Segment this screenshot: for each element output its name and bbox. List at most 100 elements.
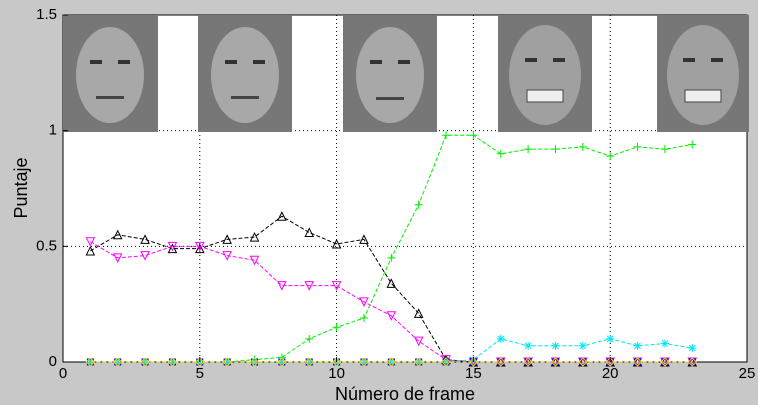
marker bbox=[167, 241, 178, 252]
marker bbox=[468, 357, 479, 367]
marker bbox=[633, 142, 642, 151]
marker bbox=[413, 336, 424, 347]
x-tick-label: 5 bbox=[196, 365, 204, 382]
y-tick-label: 0 bbox=[49, 353, 57, 370]
marker bbox=[578, 357, 588, 367]
marker bbox=[195, 357, 205, 367]
marker bbox=[413, 357, 424, 367]
marker bbox=[660, 145, 669, 154]
marker bbox=[304, 227, 315, 237]
marker bbox=[140, 234, 150, 244]
marker bbox=[688, 358, 696, 366]
marker bbox=[551, 145, 560, 154]
marker bbox=[633, 341, 642, 350]
marker bbox=[359, 357, 369, 367]
marker bbox=[359, 234, 369, 244]
face-image bbox=[63, 15, 158, 132]
marker bbox=[442, 358, 450, 366]
y-tick-label: 1 bbox=[49, 122, 57, 139]
marker bbox=[249, 255, 260, 266]
marker bbox=[223, 358, 232, 366]
marker bbox=[496, 149, 505, 158]
face-image bbox=[498, 15, 592, 132]
x-tick-label: 20 bbox=[602, 365, 619, 382]
marker bbox=[85, 237, 96, 247]
marker bbox=[359, 314, 368, 323]
marker bbox=[85, 245, 96, 256]
marker bbox=[194, 241, 205, 252]
face-images bbox=[63, 15, 749, 132]
marker bbox=[249, 357, 260, 367]
marker bbox=[496, 357, 506, 367]
marker bbox=[606, 152, 615, 161]
marker bbox=[332, 323, 341, 332]
x-tick-label: 25 bbox=[739, 365, 756, 382]
marker bbox=[277, 357, 287, 367]
marker bbox=[386, 357, 397, 367]
marker bbox=[277, 358, 286, 366]
marker bbox=[249, 231, 260, 242]
x-tick-label: 15 bbox=[465, 365, 482, 382]
marker bbox=[497, 358, 505, 366]
marker bbox=[632, 357, 643, 367]
marker bbox=[387, 253, 396, 262]
marker bbox=[304, 281, 315, 291]
marker bbox=[578, 142, 587, 151]
marker bbox=[167, 243, 178, 254]
marker bbox=[222, 234, 232, 244]
marker bbox=[305, 334, 314, 343]
marker bbox=[386, 311, 397, 321]
marker bbox=[524, 145, 533, 154]
marker bbox=[605, 357, 615, 367]
marker bbox=[222, 357, 232, 367]
marker bbox=[578, 341, 587, 350]
x-axis-label: Número de frame bbox=[335, 384, 475, 404]
marker bbox=[277, 211, 287, 221]
marker bbox=[222, 251, 232, 261]
y-tick-label: 1.5 bbox=[36, 6, 57, 23]
marker bbox=[606, 334, 615, 343]
marker bbox=[140, 251, 150, 261]
face-image bbox=[343, 15, 437, 132]
marker bbox=[469, 131, 478, 140]
marker bbox=[359, 297, 369, 307]
marker bbox=[496, 334, 505, 343]
marker bbox=[442, 131, 451, 140]
marker bbox=[660, 339, 669, 348]
marker bbox=[523, 357, 533, 367]
y-axis-label: Puntaje bbox=[11, 157, 31, 218]
marker bbox=[305, 358, 313, 366]
marker bbox=[688, 344, 697, 353]
marker bbox=[331, 238, 342, 249]
x-tick-label: 10 bbox=[328, 365, 345, 382]
marker bbox=[113, 357, 123, 367]
marker bbox=[687, 357, 697, 367]
face-image bbox=[657, 15, 749, 132]
marker bbox=[524, 341, 533, 350]
marker bbox=[634, 358, 642, 366]
marker bbox=[112, 253, 123, 264]
marker bbox=[331, 281, 342, 291]
y-tick-label: 0.5 bbox=[36, 237, 57, 254]
x-tick-label: 0 bbox=[59, 365, 67, 382]
face-image bbox=[198, 15, 292, 132]
marker bbox=[331, 357, 342, 367]
marker bbox=[413, 308, 424, 318]
marker bbox=[140, 357, 150, 367]
marker bbox=[251, 358, 259, 366]
marker bbox=[112, 229, 123, 240]
marker bbox=[194, 243, 205, 254]
marker bbox=[550, 357, 561, 367]
marker bbox=[441, 357, 451, 367]
marker bbox=[688, 140, 697, 149]
marker bbox=[386, 278, 397, 288]
marker bbox=[414, 358, 423, 366]
marker bbox=[304, 357, 314, 367]
marker bbox=[414, 200, 423, 209]
marker bbox=[660, 357, 670, 367]
marker bbox=[277, 281, 287, 291]
marker bbox=[85, 357, 96, 367]
marker bbox=[551, 341, 560, 350]
marker bbox=[168, 358, 177, 366]
